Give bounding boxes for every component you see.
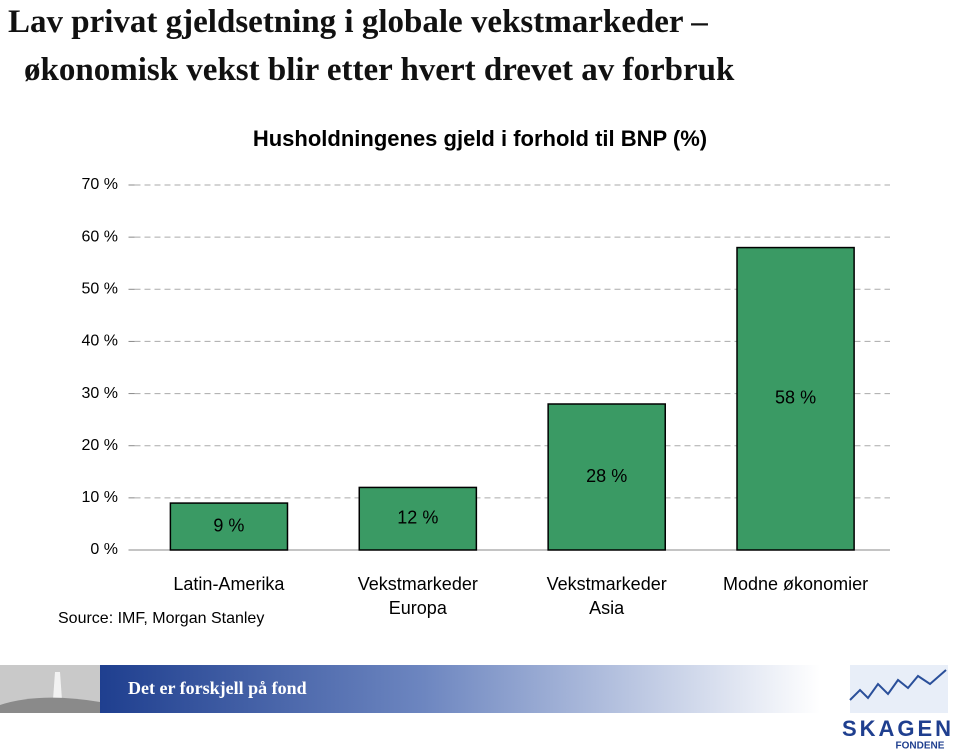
x-tick-label: Latin-Amerika	[173, 574, 285, 594]
y-tick-label: 50 %	[82, 281, 118, 298]
bar	[736, 246, 855, 551]
heading: Lav privat gjeldsetning i globale vekstm…	[8, 4, 708, 40]
bar	[169, 502, 289, 551]
heading: økonomisk vekst blir etter hvert drevet …	[24, 52, 735, 88]
y-tick-label: 0 %	[90, 541, 118, 558]
logo-line	[849, 669, 947, 701]
source: Source: IMF, Morgan Stanley	[58, 610, 264, 627]
data-label: 28 %	[586, 466, 627, 486]
logo-chart	[850, 665, 948, 713]
x-tick-label: Vekstmarkeder Europa	[357, 574, 478, 618]
x-tick-label: Vekstmarkeder Asia	[546, 574, 667, 618]
data-label: 58 %	[775, 388, 816, 408]
bar	[358, 486, 478, 551]
y-tick-label: 60 %	[82, 228, 118, 245]
data-label: 12 %	[397, 507, 438, 527]
bar	[547, 403, 666, 551]
y-tick-label: 10 %	[82, 489, 118, 506]
slogan: Det er forskjell på fond	[128, 678, 307, 698]
logo: SKAGEN	[842, 716, 954, 741]
data-label: 9 %	[213, 515, 244, 535]
lighthouse	[53, 672, 62, 700]
footer-band	[100, 665, 820, 713]
rocks	[0, 697, 100, 713]
logo-sub: FONDENE	[896, 741, 945, 752]
y-tick-label: 40 %	[82, 333, 118, 350]
y-tick-label: 20 %	[82, 437, 118, 454]
y-tick-label: 70 %	[82, 176, 118, 193]
y-tick-label: 30 %	[82, 385, 118, 402]
chart-title: Husholdningenes gjeld i forhold til BNP …	[253, 126, 707, 151]
x-tick-label: Modne økonomier	[723, 574, 869, 594]
